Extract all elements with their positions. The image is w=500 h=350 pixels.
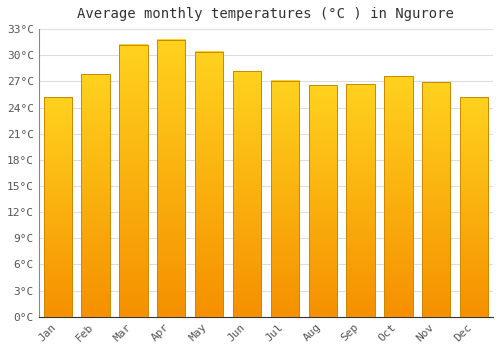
- Bar: [460, 97, 488, 317]
- Title: Average monthly temperatures (°C ) in Ngurore: Average monthly temperatures (°C ) in Ng…: [78, 7, 454, 21]
- Bar: [82, 75, 110, 317]
- Bar: [119, 45, 148, 317]
- Bar: [195, 52, 224, 317]
- Bar: [308, 85, 337, 317]
- Bar: [346, 84, 375, 317]
- Bar: [233, 71, 261, 317]
- Bar: [157, 40, 186, 317]
- Bar: [422, 82, 450, 317]
- Bar: [384, 76, 412, 317]
- Bar: [44, 97, 72, 317]
- Bar: [270, 80, 299, 317]
